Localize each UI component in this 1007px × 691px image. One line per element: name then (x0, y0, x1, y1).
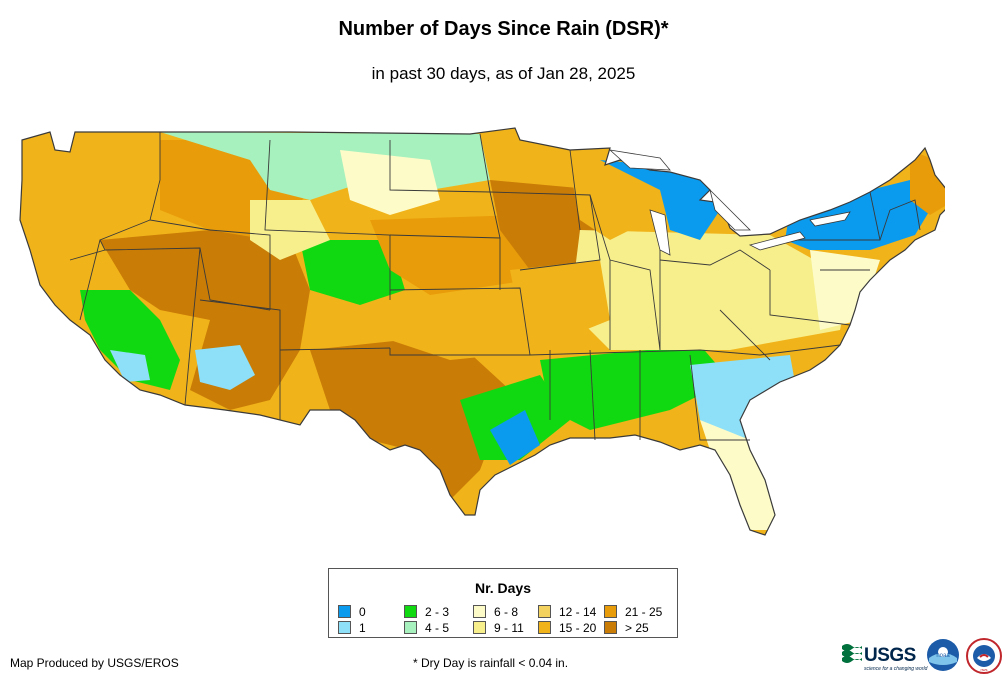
region-socal-blue (110, 350, 150, 382)
legend-swatch (338, 605, 351, 618)
usgs-logo: USGS science for a changing world (842, 642, 927, 672)
great-lakes (608, 149, 851, 256)
svg-text:noaa: noaa (936, 653, 950, 659)
region-wisconsin (570, 170, 650, 240)
region-florida (700, 420, 780, 530)
legend-swatch (473, 621, 486, 634)
footnote-text: * Dry Day is rainfall < 0.04 in. (413, 656, 569, 670)
region-okla-orange (390, 290, 550, 360)
region-ohio-valley (570, 230, 850, 350)
region-arizona-blue (195, 345, 255, 390)
us-dsr-map (19, 127, 945, 536)
region-mid-atlantic (810, 250, 880, 330)
svg-text:nws: nws (980, 667, 987, 672)
legend-swatch (473, 605, 486, 618)
region-michigan-blue (600, 160, 720, 240)
legend-item-15-20: 15 - 20 (538, 621, 596, 635)
legend-item-4-5: 4 - 5 (404, 621, 449, 635)
region-nebraska (370, 215, 530, 295)
legend: Nr. Days 0 1 2 - 3 4 - 5 6 - 8 9 - 11 12… (328, 568, 678, 638)
nws-logo-icon: nws (966, 638, 1002, 674)
legend-swatch (538, 605, 551, 618)
legend-item-21-25: 21 - 25 (604, 605, 662, 619)
credit-text: Map Produced by USGS/EROS (10, 656, 179, 670)
legend-item-gt-25: > 25 (604, 621, 649, 635)
legend-item-0: 0 (338, 605, 366, 619)
legend-item-12-14: 12 - 14 (538, 605, 596, 619)
region-california-green (80, 290, 180, 390)
region-pacific-nw (20, 130, 160, 280)
state-borders (69, 132, 921, 441)
legend-swatch (404, 605, 417, 618)
legend-swatch (604, 605, 617, 618)
region-missouri (510, 260, 610, 340)
noaa-logo-icon: noaa (927, 639, 959, 671)
legend-item-6-8: 6 - 8 (473, 605, 518, 619)
region-gulf-blue (490, 410, 540, 465)
legend-swatch (604, 621, 617, 634)
region-northeast-blue (785, 180, 930, 250)
legend-item-9-11: 9 - 11 (473, 621, 524, 635)
region-colorado-green (300, 240, 405, 305)
map-subtitle: in past 30 days, as of Jan 28, 2025 (371, 64, 636, 83)
legend-swatch (538, 621, 551, 634)
map-title: Number of Days Since Rain (DSR)* (338, 18, 669, 40)
region-texas (310, 335, 510, 500)
legend-item-1: 1 (338, 621, 366, 635)
usgs-wave-icon (842, 644, 862, 663)
legend-swatch (338, 621, 351, 634)
region-great-basin-dry (100, 230, 310, 410)
region-ms-green (540, 345, 730, 430)
legend-swatch (404, 621, 417, 634)
legend-item-2-3: 2 - 3 (404, 605, 449, 619)
region-maine (910, 150, 945, 215)
legend-title: Nr. Days (474, 580, 532, 596)
